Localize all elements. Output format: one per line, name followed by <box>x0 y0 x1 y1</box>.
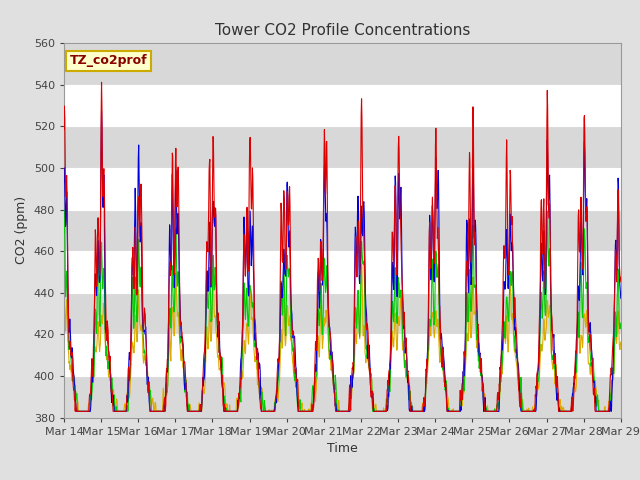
X-axis label: Time: Time <box>327 442 358 455</box>
Bar <box>64 210 621 251</box>
Legend: 0.35m, 1.8m, 6.0m, 23.5m: 0.35m, 1.8m, 6.0m, 23.5m <box>180 476 504 480</box>
Bar <box>64 376 621 418</box>
Bar <box>64 293 621 335</box>
Text: TZ_co2prof: TZ_co2prof <box>70 54 147 67</box>
Bar <box>64 126 621 168</box>
Y-axis label: CO2 (ppm): CO2 (ppm) <box>15 196 28 264</box>
Bar <box>64 43 621 85</box>
Title: Tower CO2 Profile Concentrations: Tower CO2 Profile Concentrations <box>214 23 470 38</box>
